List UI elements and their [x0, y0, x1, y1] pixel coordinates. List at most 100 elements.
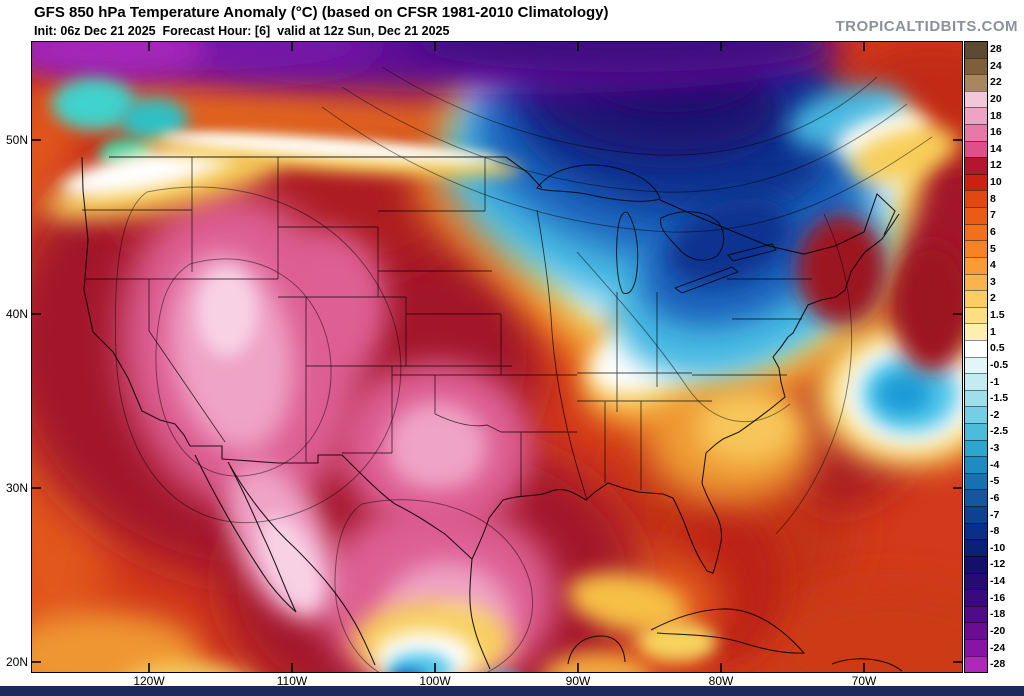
colorbar-cell	[965, 589, 987, 606]
lon-label-110w: 110W	[276, 674, 308, 688]
colorbar-cell	[965, 74, 987, 91]
colorbar-label: 10	[990, 176, 1002, 189]
colorbar-label: -4	[990, 458, 1000, 471]
colorbar-cell	[965, 439, 987, 457]
colorbar-cell	[965, 306, 987, 324]
site-watermark: TROPICALTIDBITS.COM	[835, 18, 1018, 35]
colorbar-cell	[965, 522, 987, 540]
colorbar-cell	[965, 207, 987, 224]
colorbar-label: 3	[990, 275, 996, 288]
axis-ticks	[32, 42, 962, 672]
colorbar-cell	[965, 423, 987, 440]
colorbar-cell	[965, 190, 987, 208]
colorbar-label: 7	[990, 209, 996, 222]
colorbar-cell	[965, 506, 987, 523]
geo-borders	[81, 156, 903, 672]
colorbar-cell	[965, 389, 987, 407]
lon-label-120w: 120W	[133, 674, 165, 688]
lon-label-70w: 70W	[851, 674, 877, 688]
colorbar-label: -2	[990, 408, 1000, 421]
colorbar-cell	[965, 173, 987, 191]
anomaly-field	[32, 42, 962, 672]
lat-label-30n: 30N	[5, 481, 28, 495]
chart-title: GFS 850 hPa Temperature Anomaly (°C) (ba…	[34, 4, 609, 21]
colorbar-cell	[965, 456, 987, 473]
colorbar-label: -7	[990, 508, 1000, 521]
colorbar-label: -6	[990, 491, 1000, 504]
colorbar-label: 12	[990, 159, 1002, 172]
colorbar-label: -28	[990, 658, 1006, 671]
colorbar-cell	[965, 42, 987, 58]
init-forecast-line: Init: 06z Dec 21 2025 Forecast Hour: [6]…	[34, 24, 450, 38]
colorbar-label: -5	[990, 475, 1000, 488]
colorbar-cell	[965, 356, 987, 374]
colorbar-label: -1.5	[990, 392, 1009, 405]
colorbar-cell	[965, 373, 987, 390]
colorbar-cell	[965, 57, 987, 75]
colorbar-label: 1	[990, 325, 996, 338]
colorbar-labels: 28 24 22 20 18 16 14 12 10 8 7 6 5 4 3 2 1.5 1 0.5 -0.5 -1 -1…	[990, 41, 1022, 673]
colorbar-label: 28	[990, 43, 1002, 56]
colorbar-cell	[965, 107, 987, 125]
colorbar-label: -0.5	[990, 358, 1009, 371]
lat-label-40n: 40N	[5, 307, 28, 321]
colorbar-label: 14	[990, 142, 1002, 155]
colorbar-label: 5	[990, 242, 996, 255]
lat-label-20n: 20N	[5, 655, 28, 669]
colorbar-cell	[965, 605, 987, 623]
lon-label-100w: 100W	[419, 674, 451, 688]
colorbar-cell	[965, 489, 987, 507]
colorbar-cell	[965, 290, 987, 307]
colorbar-label: 1.5	[990, 309, 1005, 322]
colorbar-label: -1	[990, 375, 1000, 388]
colorbar-cell	[965, 223, 987, 241]
colorbar-label: 2	[990, 292, 996, 305]
lon-label-90w: 90W	[565, 674, 591, 688]
colorbar-label: 18	[990, 109, 1002, 122]
contour-lines	[114, 66, 933, 672]
colorbar-cell	[965, 572, 987, 590]
colorbar-label: -3	[990, 442, 1000, 455]
colorbar-label: -12	[990, 558, 1006, 571]
colorbar-cell	[965, 157, 987, 174]
colorbar-label: -10	[990, 541, 1006, 554]
colorbar-label: -14	[990, 575, 1006, 588]
colorbar-cell	[965, 472, 987, 490]
colorbar-cell	[965, 273, 987, 291]
colorbar-label: 4	[990, 259, 996, 272]
colorbar-cell	[965, 323, 987, 340]
colorbar-cell	[965, 240, 987, 257]
lon-label-80w: 80W	[708, 674, 734, 688]
colorbar-label: 24	[990, 59, 1002, 72]
colorbar-cell	[965, 339, 987, 357]
colorbar-label: 8	[990, 192, 996, 205]
colorbar-label: 6	[990, 225, 996, 238]
colorbar-cell	[965, 256, 987, 274]
lat-label-50n: 50N	[5, 133, 28, 147]
colorbar-cell	[965, 90, 987, 108]
colorbar	[964, 41, 988, 673]
colorbar-label: -16	[990, 591, 1006, 604]
colorbar-label: 0.5	[990, 342, 1005, 355]
colorbar-cell	[965, 406, 987, 424]
colorbar-label: 22	[990, 76, 1002, 89]
colorbar-cell	[965, 539, 987, 556]
colorbar-cell	[965, 124, 987, 141]
colorbar-label: -24	[990, 641, 1006, 654]
colorbar-cell	[965, 622, 987, 639]
great-lakes	[536, 164, 777, 294]
colorbar-label: -8	[990, 525, 1000, 538]
colorbar-label: -18	[990, 608, 1006, 621]
colorbar-label: -2.5	[990, 425, 1009, 438]
colorbar-cell	[965, 555, 987, 573]
footer-bar	[0, 686, 1024, 696]
colorbar-label: -20	[990, 624, 1006, 637]
state-borders	[82, 157, 812, 501]
colorbar-label: 16	[990, 126, 1002, 139]
colorbar-cell	[965, 638, 987, 656]
map-canvas	[31, 41, 963, 673]
colorbar-cell	[965, 140, 987, 158]
colorbar-label: 20	[990, 92, 1002, 105]
colorbar-cell	[965, 655, 987, 673]
